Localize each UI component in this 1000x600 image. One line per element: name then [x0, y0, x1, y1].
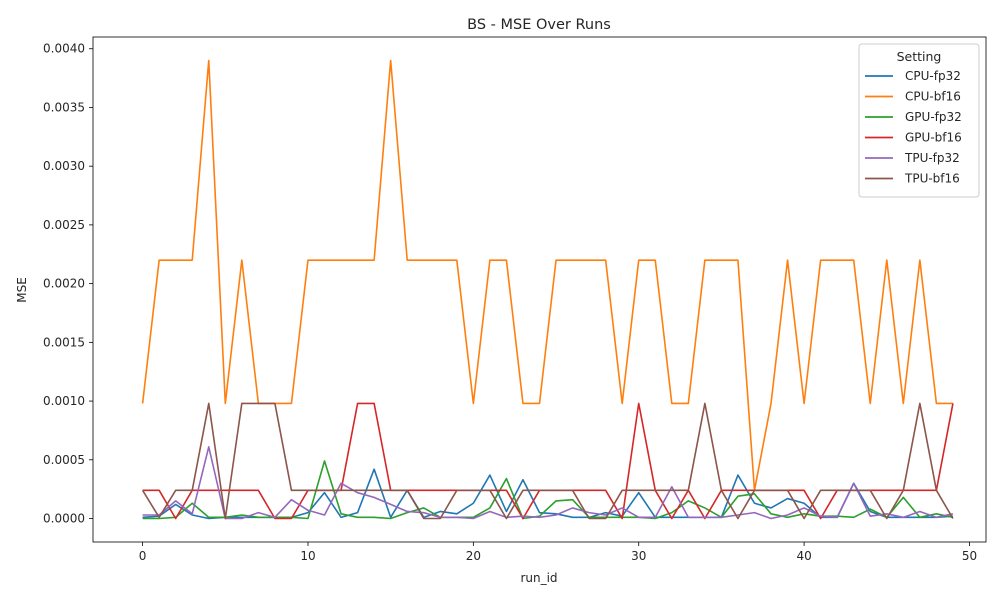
- y-tick-label: 0.0020: [43, 277, 85, 291]
- series-line-gpu-bf16: [142, 402, 954, 520]
- series-line-tpu-fp32: [142, 446, 954, 520]
- legend-label-gpu-fp32: GPU-fp32: [905, 110, 962, 124]
- legend-title: Setting: [897, 49, 942, 64]
- series-lines: [141, 59, 954, 520]
- y-tick-label: 0.0035: [43, 100, 85, 114]
- legend-label-tpu-fp32: TPU-fp32: [904, 151, 960, 165]
- plot-frame: [92, 36, 987, 543]
- x-axis-label: run_id: [520, 571, 557, 585]
- x-axis-ticks: 0 10 20 30 40 50: [139, 542, 977, 563]
- y-axis-label: MSE: [15, 277, 29, 303]
- y-tick-label: 0.0015: [43, 335, 85, 349]
- x-tick-label: 10: [300, 549, 315, 563]
- series-line-tpu-bf16: [141, 402, 954, 520]
- legend-label-cpu-bf16: CPU-bf16: [905, 90, 961, 104]
- legend-items: CPU-fp32 CPU-bf16 GPU-fp32 GPU-bf16 TPU-fp32…: [865, 69, 962, 186]
- x-tick-label: 20: [466, 549, 481, 563]
- y-axis-ticks: 0.0000 0.0005 0.0010 0.0015 0.0020 0.0025 0.00…: [43, 42, 93, 526]
- plot-area: [92, 36, 987, 543]
- legend-label-tpu-bf16: TPU-bf16: [904, 172, 960, 186]
- y-tick-label: 0.0005: [43, 453, 85, 467]
- chart-title: BS - MSE Over Runs: [467, 17, 611, 33]
- series-line-cpu-fp32: [142, 468, 953, 520]
- x-tick-label: 50: [962, 549, 977, 563]
- legend-label-gpu-bf16: GPU-bf16: [905, 131, 962, 145]
- y-tick-label: 0.0040: [43, 42, 85, 56]
- y-tick-label: 0.0030: [43, 159, 85, 173]
- y-tick-label: 0.0025: [43, 218, 85, 232]
- series-line-gpu-fp32: [142, 460, 954, 520]
- x-tick-label: 40: [796, 549, 811, 563]
- x-tick-label: 30: [631, 549, 646, 563]
- y-tick-label: 0.0010: [43, 394, 85, 408]
- x-tick-label: 0: [139, 549, 147, 563]
- series-line-cpu-bf16: [141, 59, 953, 492]
- y-tick-label: 0.0000: [43, 512, 85, 526]
- legend-label-cpu-fp32: CPU-fp32: [905, 69, 961, 83]
- legend: Setting CPU-fp32 CPU-bf16 GPU-fp32 GPU-bf16…: [858, 43, 980, 198]
